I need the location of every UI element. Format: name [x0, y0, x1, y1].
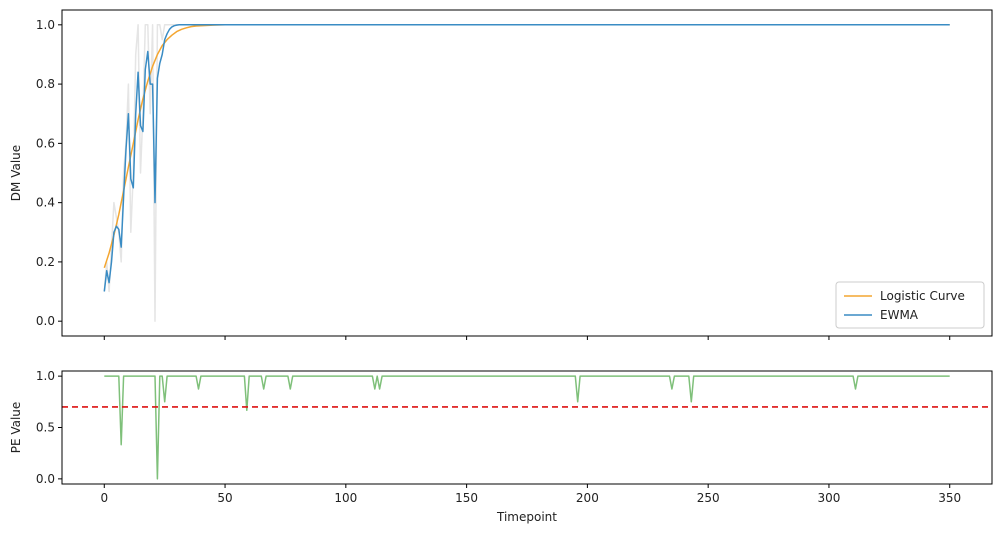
x-axis-label: Timepoint	[496, 510, 557, 524]
series-line-raw-dm	[103, 24, 950, 322]
x-tick-label: 350	[938, 491, 961, 505]
pe-axis-ticks: 0 50 100 150 200 250 300 350 0.0 0.5 1.0	[36, 369, 961, 505]
y-tick-label: 0.4	[36, 196, 55, 210]
y-tick-label: 0.2	[36, 255, 55, 269]
y-tick-label: 0.6	[36, 136, 55, 150]
y-tick-label: 1.0	[36, 369, 55, 383]
series-line-ewma	[103, 24, 950, 292]
legend-label-logistic: Logistic Curve	[880, 289, 965, 303]
pe-series-group	[62, 375, 992, 480]
pe-axes-frame	[61, 370, 993, 485]
series-line-pe	[104, 375, 950, 480]
dm-y-axis-label: DM Value	[9, 145, 23, 201]
y-tick-label: 0.0	[36, 314, 55, 328]
series-line-logistic-curve	[103, 24, 950, 269]
y-tick-label: 0.8	[36, 77, 55, 91]
pe-y-axis-label: PE Value	[9, 402, 23, 454]
y-tick-label: 0.5	[36, 421, 55, 435]
x-tick-label: 150	[455, 491, 478, 505]
y-tick-label: 0.0	[36, 472, 55, 486]
x-tick-label: 100	[334, 491, 357, 505]
dm-series-group	[103, 24, 950, 322]
legend-box	[835, 281, 985, 329]
x-tick-label: 300	[817, 491, 840, 505]
dm-axis-ticks: 0.0 0.2 0.4 0.6 0.8 1.0	[36, 18, 951, 340]
x-tick-label: 250	[697, 491, 720, 505]
x-tick-label: 0	[100, 491, 108, 505]
y-tick-label: 1.0	[36, 18, 55, 32]
dm-value-panel: 0.0 0.2 0.4 0.6 0.8 1.0 DM Value Logistic Cur…	[9, 9, 993, 340]
x-tick-label: 200	[576, 491, 599, 505]
x-tick-label: 50	[217, 491, 232, 505]
legend: Logistic Curve EWMA	[835, 281, 985, 329]
legend-label-ewma: EWMA	[880, 308, 919, 322]
dm-axes-frame	[61, 9, 993, 337]
